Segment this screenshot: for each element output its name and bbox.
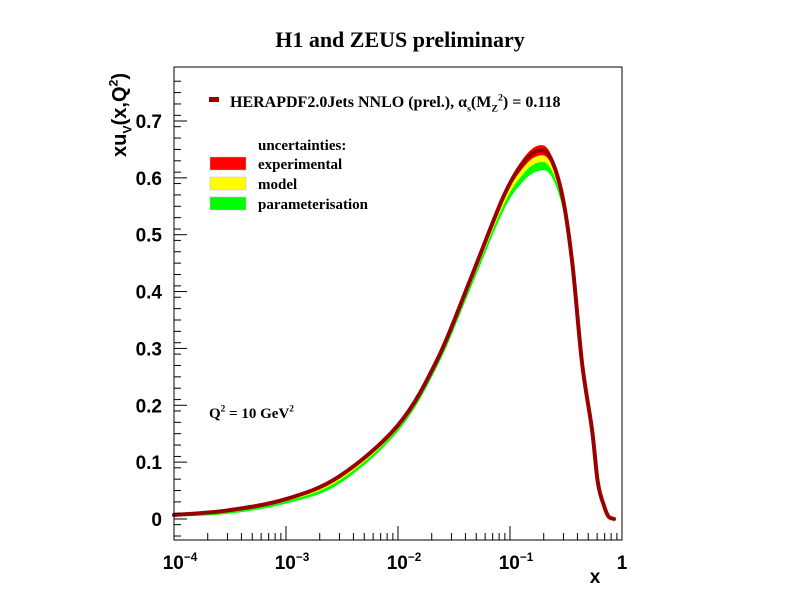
- axes: 10−4 10−3 10−2 10−1 1 0 0.1 0.2 0.3 0.4 0.5 0.6 0.7: [136, 80, 628, 574]
- legend-swatch-model: [209, 176, 247, 191]
- y-tick-label: 0.4: [136, 283, 163, 304]
- legend-label-experimental: experimental: [258, 157, 342, 173]
- annotation-q2: Q2 = 10 GeV2: [209, 405, 294, 422]
- legend-label-parameterisation: parameterisation: [258, 197, 369, 213]
- legend-entries: experimental model parameterisation: [209, 156, 369, 213]
- y-tick-label: 0.2: [136, 396, 162, 417]
- y-axis-label: xuV(x,Q2): [107, 73, 135, 157]
- y-axis-label-text: xuV(x,Q2): [107, 73, 135, 157]
- x-tick-label: 10−4: [163, 551, 198, 574]
- plot-frame: [173, 66, 623, 541]
- y-tick-label: 0.7: [136, 112, 162, 133]
- x-tick-label: 10−3: [275, 551, 310, 574]
- legend-swatch-parameterisation: [209, 196, 247, 211]
- y-tick-label: 0.1: [136, 453, 163, 474]
- legend-marker-main: [209, 97, 219, 102]
- y-tick-label: 0.5: [136, 226, 163, 247]
- series-lines: [172, 148, 617, 521]
- y-tick-label: 0: [151, 510, 162, 531]
- legend-label-model: model: [258, 177, 297, 193]
- x-axis-label: x: [590, 567, 601, 588]
- y-tick-label: 0.3: [136, 339, 162, 360]
- legend-uncertainties-header: uncertainties:: [258, 138, 346, 154]
- x-tick-label: 10−2: [387, 551, 422, 574]
- legend-main-entry: HERAPDF2.0Jets NNLO (prel.), αs(MZ2) = 0…: [230, 92, 560, 114]
- x-tick-label: 1: [617, 553, 628, 574]
- legend-swatch-experimental: [209, 156, 247, 171]
- series-line-central: [172, 148, 617, 521]
- chart-title: H1 and ZEUS preliminary: [275, 27, 525, 52]
- x-tick-label: 10−1: [499, 551, 534, 574]
- y-tick-label: 0.6: [136, 169, 162, 190]
